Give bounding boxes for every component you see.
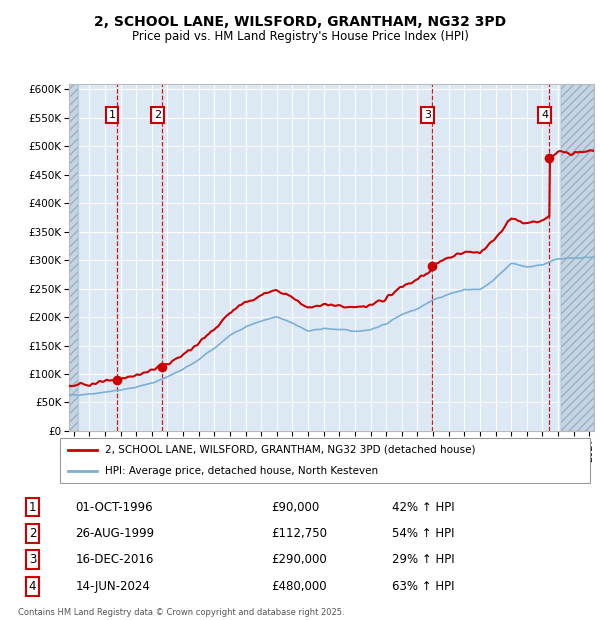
- Text: 29% ↑ HPI: 29% ↑ HPI: [392, 553, 455, 566]
- Text: 16-DEC-2016: 16-DEC-2016: [76, 553, 154, 566]
- Text: 01-OCT-1996: 01-OCT-1996: [76, 500, 153, 513]
- Text: Price paid vs. HM Land Registry's House Price Index (HPI): Price paid vs. HM Land Registry's House …: [131, 30, 469, 43]
- Text: £480,000: £480,000: [271, 580, 327, 593]
- Text: 2, SCHOOL LANE, WILSFORD, GRANTHAM, NG32 3PD: 2, SCHOOL LANE, WILSFORD, GRANTHAM, NG32…: [94, 16, 506, 30]
- Text: 3: 3: [29, 553, 36, 566]
- Text: 63% ↑ HPI: 63% ↑ HPI: [392, 580, 455, 593]
- Text: 4: 4: [29, 580, 36, 593]
- Text: 4: 4: [541, 110, 548, 120]
- Text: 2, SCHOOL LANE, WILSFORD, GRANTHAM, NG32 3PD (detached house): 2, SCHOOL LANE, WILSFORD, GRANTHAM, NG32…: [106, 445, 476, 454]
- Text: Contains HM Land Registry data © Crown copyright and database right 2025.: Contains HM Land Registry data © Crown c…: [18, 608, 344, 617]
- Text: 26-AUG-1999: 26-AUG-1999: [76, 527, 155, 540]
- Text: 2: 2: [29, 527, 36, 540]
- Text: 14-JUN-2024: 14-JUN-2024: [76, 580, 151, 593]
- Text: 3: 3: [424, 110, 431, 120]
- FancyBboxPatch shape: [59, 438, 590, 482]
- Text: 1: 1: [29, 500, 36, 513]
- Text: 42% ↑ HPI: 42% ↑ HPI: [392, 500, 455, 513]
- Text: 54% ↑ HPI: 54% ↑ HPI: [392, 527, 455, 540]
- Text: £290,000: £290,000: [271, 553, 327, 566]
- Text: £112,750: £112,750: [271, 527, 328, 540]
- Text: 2: 2: [154, 110, 161, 120]
- Text: 1: 1: [109, 110, 115, 120]
- Text: £90,000: £90,000: [271, 500, 320, 513]
- Text: HPI: Average price, detached house, North Kesteven: HPI: Average price, detached house, Nort…: [106, 466, 379, 476]
